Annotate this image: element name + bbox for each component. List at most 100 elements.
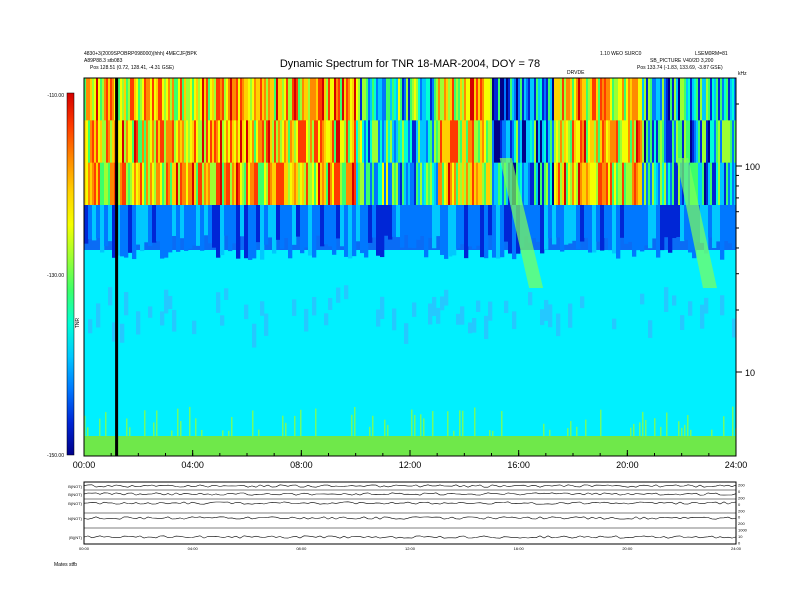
spectrum-cell	[166, 78, 169, 122]
spectrum-cell	[190, 120, 193, 164]
spectrum-cell	[98, 162, 101, 206]
spectrum-cell	[512, 78, 515, 122]
spectrum-cell	[180, 120, 183, 164]
spectrum-cell	[364, 162, 367, 206]
spectrum-cell	[322, 162, 325, 206]
spectrum-cell	[432, 120, 435, 164]
spectrum-cell	[412, 78, 415, 122]
spectrum-cell	[300, 162, 303, 206]
spectrum-cell	[456, 78, 459, 122]
spectrum-cell	[164, 205, 169, 258]
spectrum-cell	[508, 205, 513, 254]
spectrum-cell	[312, 297, 317, 316]
spectrum-cell	[376, 162, 379, 206]
spectrum-cell	[543, 423, 545, 436]
spectrum-cell	[414, 162, 417, 206]
spectrum-cell	[386, 120, 389, 164]
spectrum-cell	[584, 162, 587, 206]
spectrum-cell	[618, 78, 621, 122]
colorbar-tick-label: -130.00	[47, 273, 64, 279]
spectrum-cell	[336, 205, 341, 239]
spectrum-cell	[420, 120, 423, 164]
spectrum-cell	[506, 120, 509, 164]
spectrum-cell	[214, 162, 217, 206]
spectrum-cell	[146, 78, 149, 122]
spectrum-cell	[538, 78, 541, 122]
spectrum-cell	[110, 120, 113, 164]
spectrum-cell	[478, 120, 481, 164]
spectrum-cell	[280, 78, 283, 122]
spectrum-cell	[238, 78, 241, 122]
spectrum-cell	[628, 120, 631, 164]
spectrum-cell	[424, 162, 427, 206]
spectrum-cell	[432, 411, 434, 436]
spectrum-cell	[228, 205, 233, 252]
spectrum-cell	[126, 78, 129, 122]
spectrum-cell	[568, 303, 573, 328]
spectrum-cell	[208, 205, 213, 244]
spectrum-cell	[196, 162, 199, 206]
spectrum-cell	[462, 410, 464, 436]
spectrum-cell	[136, 120, 139, 164]
spectrum-cell	[658, 78, 661, 122]
spectrum-cell	[228, 430, 230, 436]
spectrum-cell	[530, 120, 533, 164]
spectrum-cell	[352, 162, 355, 206]
event-marker-label: DRVDE	[567, 70, 585, 76]
panel-trace	[83, 484, 737, 488]
spectrum-cell	[416, 120, 419, 164]
spectrum-cell	[612, 120, 615, 164]
spectrum-cell	[501, 411, 503, 436]
spectrum-cell	[148, 162, 151, 206]
spectrum-cell	[180, 205, 185, 239]
spectrum-cell	[582, 162, 585, 206]
spectrum-cell	[546, 120, 549, 164]
spectrum-cell	[86, 162, 89, 206]
spectrum-cell	[314, 162, 317, 206]
spectrum-cell	[140, 162, 143, 206]
spectrum-cell	[672, 78, 675, 122]
spectrum-cell	[624, 78, 627, 122]
spectrum-cell	[528, 292, 533, 306]
spectrum-cell	[398, 78, 401, 122]
spectrum-cell	[622, 120, 625, 164]
spectrum-cell	[412, 302, 417, 317]
spectrum-cell	[278, 78, 281, 122]
spectrum-cell	[408, 120, 411, 164]
spectrum-cell	[428, 205, 433, 238]
spectrum-cell	[540, 162, 543, 206]
spectrum-cell	[376, 309, 381, 327]
spectrum-cell	[284, 205, 289, 239]
spectrum-cell	[552, 162, 555, 206]
spectrum-cell	[664, 120, 667, 164]
spectrum-cell	[130, 78, 133, 122]
spectrum-cell	[504, 205, 509, 242]
spectrum-cell	[228, 162, 231, 206]
spectrum-cell	[466, 120, 469, 164]
spectrum-cell	[440, 162, 443, 206]
x-tick-label: 00:00	[73, 460, 96, 470]
spectrum-cell	[134, 78, 137, 122]
spectrum-cell	[690, 429, 692, 436]
spectrum-cell	[88, 205, 93, 240]
spectrum-cell	[370, 120, 373, 164]
spectrum-cell	[400, 120, 403, 164]
spectrum-cell	[290, 120, 293, 164]
panel-trace	[83, 516, 737, 520]
spectrum-cell	[582, 78, 585, 122]
spectrum-cell	[176, 205, 181, 252]
spectrum-cell	[310, 120, 313, 164]
spectrum-cell	[304, 308, 309, 332]
spectrum-cell	[664, 205, 669, 238]
spectrum-cell	[212, 205, 217, 248]
spectrum-cell	[636, 205, 641, 251]
spectrum-cell	[592, 120, 595, 164]
spectrum-cell	[444, 205, 449, 259]
spectrum-cell	[284, 120, 287, 164]
spectrum-cell	[638, 120, 641, 164]
spectrum-cell	[702, 120, 705, 164]
spectrum-cell	[282, 415, 284, 436]
spectrum-cell	[282, 78, 285, 122]
spectrum-cell	[630, 427, 632, 436]
spectrum-cell	[302, 78, 305, 122]
